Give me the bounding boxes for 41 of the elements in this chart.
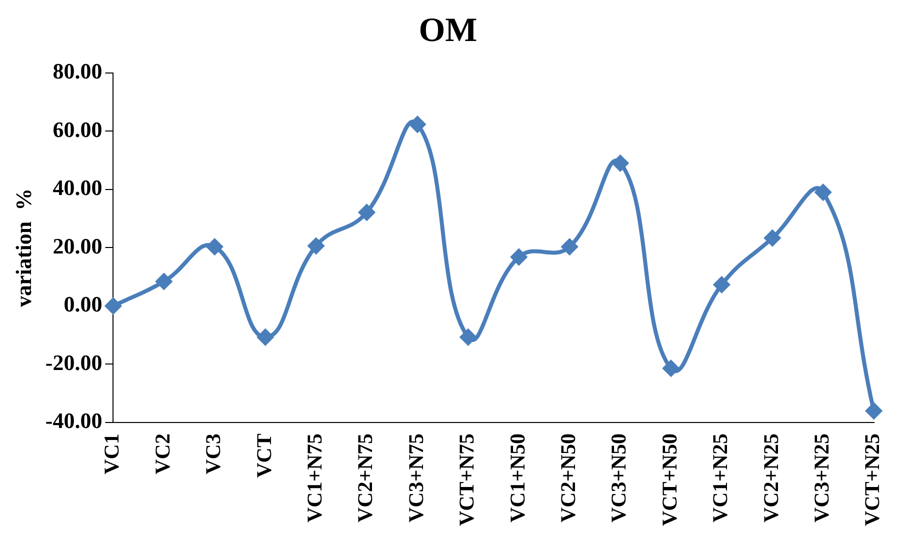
point bbox=[815, 184, 832, 200]
x-tick-label: VC1+N50 bbox=[505, 434, 530, 522]
point bbox=[866, 402, 882, 419]
y-tick-label: 20.00 bbox=[52, 233, 102, 258]
x-tick-label: VC1 bbox=[100, 434, 124, 474]
point bbox=[662, 360, 679, 376]
y-tick-label: 80.00 bbox=[52, 58, 102, 84]
x-tick-label: VC3+N50 bbox=[606, 434, 631, 522]
x-tick-label: VC1+N25 bbox=[708, 434, 732, 522]
point bbox=[105, 298, 122, 314]
point bbox=[510, 248, 527, 265]
x-tick-label: VCT+N50 bbox=[657, 434, 682, 526]
point bbox=[409, 116, 426, 132]
x-tick-label: VC2+N25 bbox=[758, 434, 783, 522]
y-tick-label: 40.00 bbox=[52, 175, 102, 200]
y-tick-label: 0.00 bbox=[64, 292, 102, 317]
point bbox=[562, 238, 578, 255]
chart-title: OM bbox=[418, 12, 478, 50]
y-axis-title: variation % bbox=[10, 188, 36, 307]
point bbox=[308, 238, 324, 254]
x-tick-label: VCT+N75 bbox=[454, 434, 479, 526]
x-tick-label: VCT+N25 bbox=[860, 434, 884, 526]
y-tick-label: 60.00 bbox=[52, 116, 102, 142]
x-tick-label: VC3 bbox=[201, 434, 226, 474]
x-tick-label: VC1+N75 bbox=[302, 434, 326, 522]
x-tick-label: VC3+N75 bbox=[404, 434, 428, 522]
x-tick-label: VC3+N25 bbox=[810, 434, 834, 522]
point bbox=[257, 329, 274, 346]
x-tick-label: VC2 bbox=[150, 434, 174, 474]
point bbox=[206, 238, 223, 255]
y-tick-label: -20.00 bbox=[45, 350, 102, 375]
point bbox=[156, 273, 172, 290]
x-tick-label: VCT bbox=[252, 434, 276, 478]
point bbox=[764, 230, 780, 246]
x-tick-label: VC2+N50 bbox=[556, 434, 580, 522]
point bbox=[714, 276, 730, 293]
point bbox=[460, 329, 476, 346]
x-tick-label: VC2+N75 bbox=[353, 434, 378, 522]
y-tick-label: -40.00 bbox=[45, 408, 102, 434]
point bbox=[358, 204, 375, 220]
point bbox=[612, 155, 628, 172]
